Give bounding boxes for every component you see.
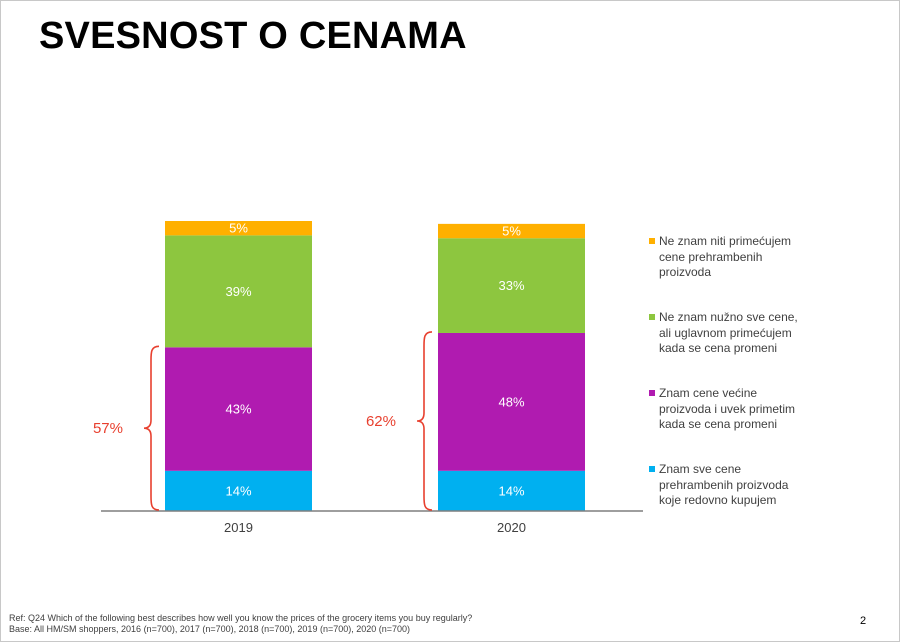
- footer-ref: Ref: Q24 Which of the following best des…: [9, 613, 473, 623]
- legend-label: Znam sve cene prehrambenih proizvoda koje …: [659, 462, 789, 507]
- bar-segment: [165, 221, 312, 236]
- data-label: 5%: [502, 224, 521, 239]
- bar-segment: [438, 470, 585, 511]
- page-title: SVESNOST O CENAMA: [39, 15, 467, 57]
- legend-label: Ne znam niti primećujem cene prehrambenih…: [659, 234, 792, 279]
- bar-segment: [165, 235, 312, 348]
- bar-segment: [165, 470, 312, 511]
- data-label: 14%: [498, 483, 524, 498]
- stacked-bar-chart: 14% 43% 39% 5% 2019 14% 48% 33% 5% 2020 57% 62%: [93, 221, 643, 535]
- page-number: 2: [860, 615, 867, 627]
- legend-swatch: [649, 390, 655, 396]
- data-label: 14%: [225, 483, 251, 498]
- legend-label: Ne znam nužno sve cene, ali uglavnom prim…: [659, 310, 798, 355]
- category-label: 2019: [224, 520, 253, 535]
- legend-swatch: [649, 314, 655, 320]
- bracket-label: 57%: [93, 420, 123, 437]
- bar-segment: [438, 332, 585, 471]
- bracket-label: 62%: [366, 413, 396, 430]
- data-label: 48%: [498, 394, 524, 409]
- category-label: 2020: [497, 520, 526, 535]
- data-label: 5%: [229, 221, 248, 236]
- data-label: 39%: [225, 284, 251, 299]
- bar-segment: [438, 238, 585, 333]
- footer-notes: Ref: Q24 Which of the following best des…: [9, 613, 472, 635]
- bar-segment: [438, 223, 585, 239]
- legend-swatch: [649, 238, 655, 244]
- data-label: 43%: [225, 402, 251, 417]
- footer-base: Base: All HM/SM shoppers, 2016 (n=700), …: [9, 624, 411, 634]
- bracket: [143, 345, 160, 511]
- bar-segment: [165, 347, 312, 471]
- legend-swatch: [649, 466, 655, 472]
- bracket: [416, 331, 433, 511]
- data-label: 33%: [498, 278, 524, 293]
- legend-label: Znam cene većine proizvoda i uvek primeti…: [659, 386, 796, 431]
